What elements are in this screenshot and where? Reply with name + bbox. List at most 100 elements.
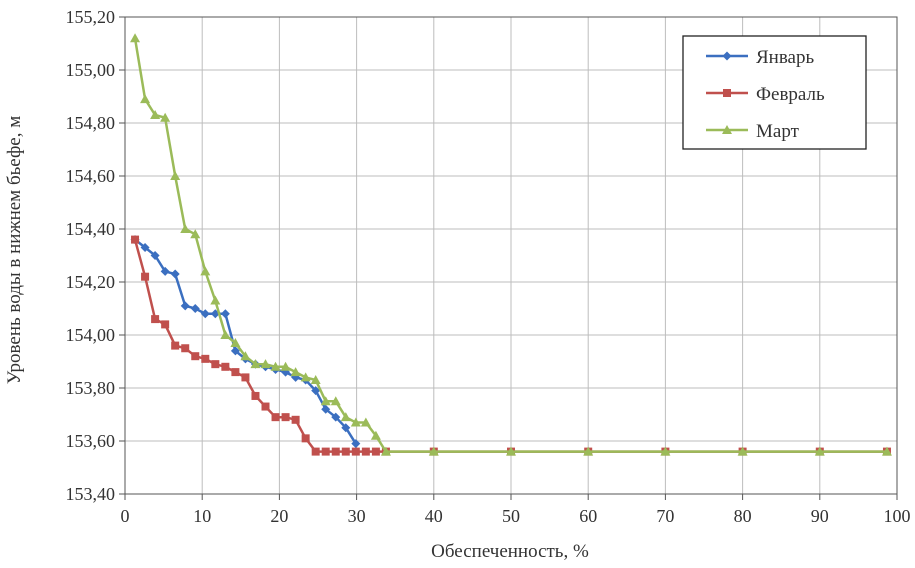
data-point	[271, 413, 280, 422]
x-tick-label: 80	[734, 506, 752, 526]
data-point	[881, 446, 892, 456]
y-tick-label: 154,00	[66, 325, 116, 345]
data-point	[220, 309, 230, 319]
data-point	[251, 391, 260, 400]
y-tick-label: 153,60	[66, 431, 116, 451]
y-tick-label: 154,20	[66, 272, 116, 292]
data-point	[360, 417, 371, 427]
data-point	[370, 430, 381, 440]
data-point	[160, 112, 171, 122]
data-point	[281, 413, 290, 422]
data-point	[230, 346, 240, 356]
data-point	[310, 375, 321, 385]
data-point	[180, 301, 190, 311]
data-point	[201, 354, 210, 363]
y-tick-label: 153,80	[66, 378, 116, 398]
data-point	[261, 402, 270, 411]
data-point	[190, 304, 200, 313]
data-point	[160, 266, 170, 276]
data-point	[506, 446, 516, 456]
data-point	[311, 386, 321, 396]
legend-label: Март	[756, 121, 800, 142]
data-point	[151, 315, 160, 324]
x-tick-label: 70	[656, 506, 674, 526]
data-point	[311, 447, 320, 456]
x-axis-ticks: 0 10 20 30 40 50 60 70 80 90 100	[121, 494, 911, 526]
data-point	[351, 439, 361, 449]
x-tick-label: 60	[579, 506, 597, 526]
data-point	[220, 330, 231, 339]
y-tick-label: 153,40	[66, 484, 116, 504]
series-3	[130, 33, 892, 456]
data-point	[660, 446, 671, 456]
data-point	[331, 447, 340, 456]
x-tick-label: 90	[811, 506, 829, 526]
data-point	[131, 235, 140, 244]
y-axis-ticks: 153,40 153,60 153,80 154,00 154,20 154,40 154,…	[66, 7, 125, 504]
data-point	[200, 266, 211, 276]
data-point	[180, 224, 191, 233]
data-point	[240, 351, 251, 361]
data-point	[210, 295, 221, 305]
data-point	[380, 446, 391, 456]
legend-label: Февраль	[756, 84, 825, 105]
legend-marker	[723, 89, 731, 97]
data-point	[221, 362, 230, 371]
data-point	[191, 352, 200, 361]
data-point	[814, 446, 825, 456]
data-point	[150, 251, 160, 260]
data-point	[428, 446, 439, 456]
data-point	[260, 359, 271, 369]
data-point	[340, 412, 351, 422]
x-tick-label: 20	[270, 506, 288, 526]
x-tick-label: 100	[884, 506, 911, 526]
data-point	[351, 447, 360, 456]
y-tick-label: 154,60	[66, 166, 116, 186]
data-point	[583, 446, 594, 456]
data-point	[291, 415, 300, 424]
legend-item: Январь	[706, 47, 814, 68]
data-point	[301, 434, 310, 443]
data-point	[150, 110, 161, 120]
data-point	[140, 243, 150, 253]
data-point	[141, 272, 150, 281]
data-point	[737, 446, 748, 456]
data-point	[241, 373, 250, 382]
data-point	[321, 447, 330, 456]
y-tick-label: 154,80	[66, 113, 116, 133]
y-tick-label: 155,00	[66, 60, 116, 80]
data-point	[161, 320, 170, 329]
data-point	[200, 309, 210, 319]
series-layer	[130, 33, 892, 456]
data-point	[371, 447, 380, 456]
data-point	[171, 341, 180, 350]
y-tick-label: 154,40	[66, 219, 116, 239]
chart-legend: Январь Февраль Март	[682, 35, 867, 150]
data-point	[280, 361, 291, 371]
data-point	[140, 94, 151, 104]
y-axis-title: Уровень воды в нижнем бьефе, м	[4, 116, 25, 384]
x-tick-label: 10	[193, 506, 211, 526]
x-axis-title: Обеспеченность, %	[431, 541, 589, 562]
series-1	[130, 235, 361, 449]
data-point	[330, 396, 341, 406]
data-point	[211, 360, 220, 369]
data-point	[290, 367, 301, 377]
data-point	[341, 423, 351, 433]
data-point	[181, 344, 190, 353]
data-point	[231, 368, 240, 377]
data-point	[130, 33, 141, 43]
data-point	[230, 337, 241, 347]
data-point	[321, 404, 331, 414]
data-point	[170, 171, 181, 180]
data-point	[361, 447, 370, 456]
legend-marker	[722, 51, 732, 61]
data-point	[270, 361, 281, 371]
x-tick-label: 50	[502, 506, 520, 526]
y-tick-label: 155,20	[66, 7, 116, 27]
data-point	[190, 229, 201, 239]
legend-label: Январь	[756, 47, 814, 68]
legend-item: Февраль	[706, 84, 825, 105]
legend-marker	[722, 125, 732, 134]
